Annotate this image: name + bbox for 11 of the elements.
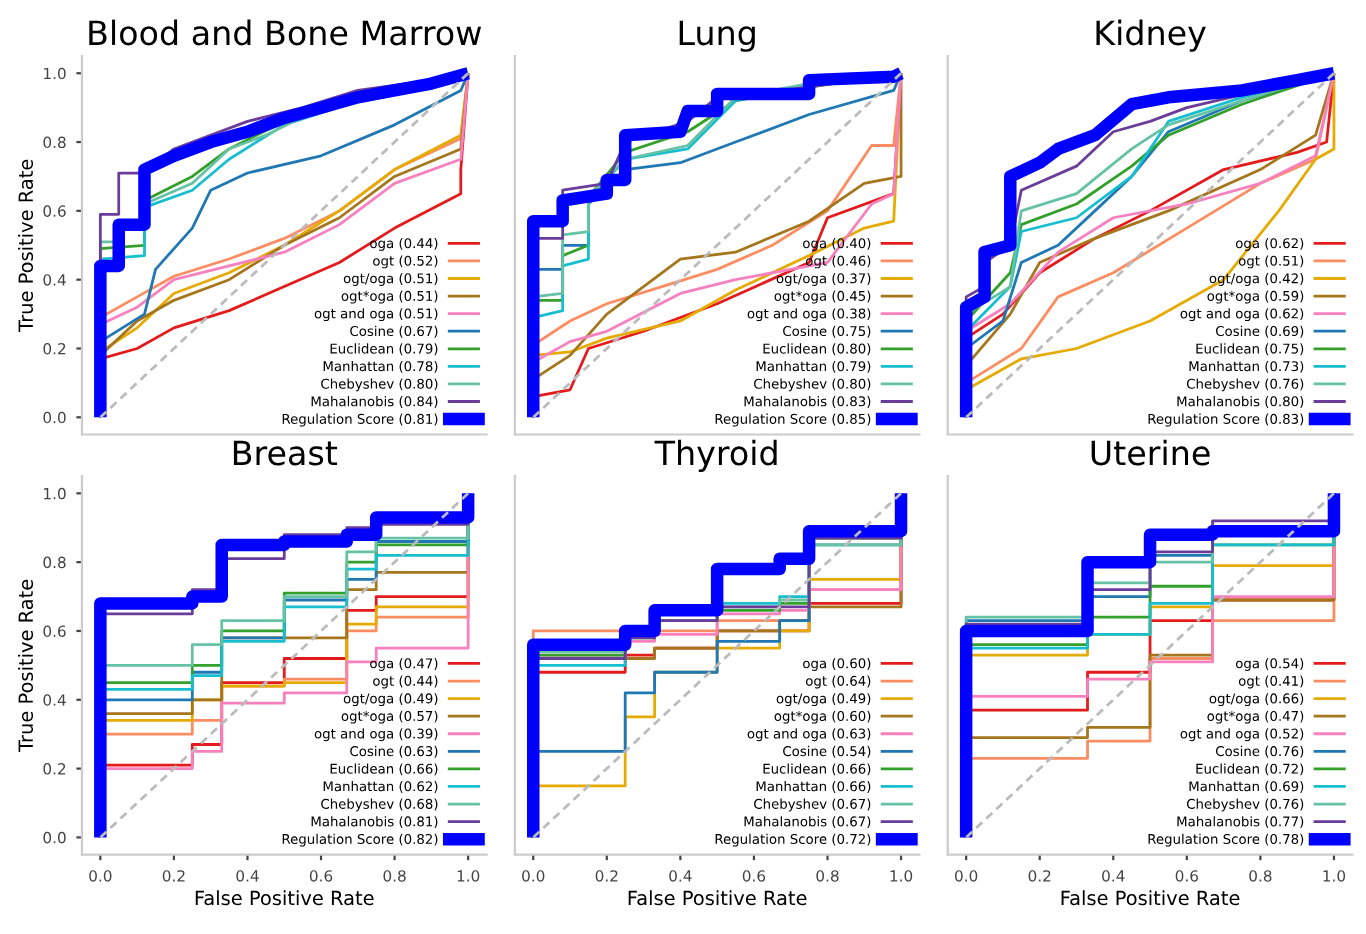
chart-title: Thyroid — [654, 439, 777, 472]
chart-title: Uterine — [1091, 439, 1210, 466]
chart-title: Blood and Bone Marrow — [89, 19, 482, 46]
x-axis-title: False Positive Rate — [1061, 890, 1240, 906]
y-axis-title: True Positive Rate — [18, 159, 34, 332]
chart-title: Lung — [679, 20, 755, 52]
y-axis-title: True Positive Rate — [18, 579, 34, 753]
chart-title: Breast — [233, 440, 338, 466]
x-axis-title: False Positive Rate — [628, 890, 807, 906]
chart-title: Kidney — [1096, 19, 1206, 52]
x-axis-title: False Positive Rate — [195, 890, 374, 906]
